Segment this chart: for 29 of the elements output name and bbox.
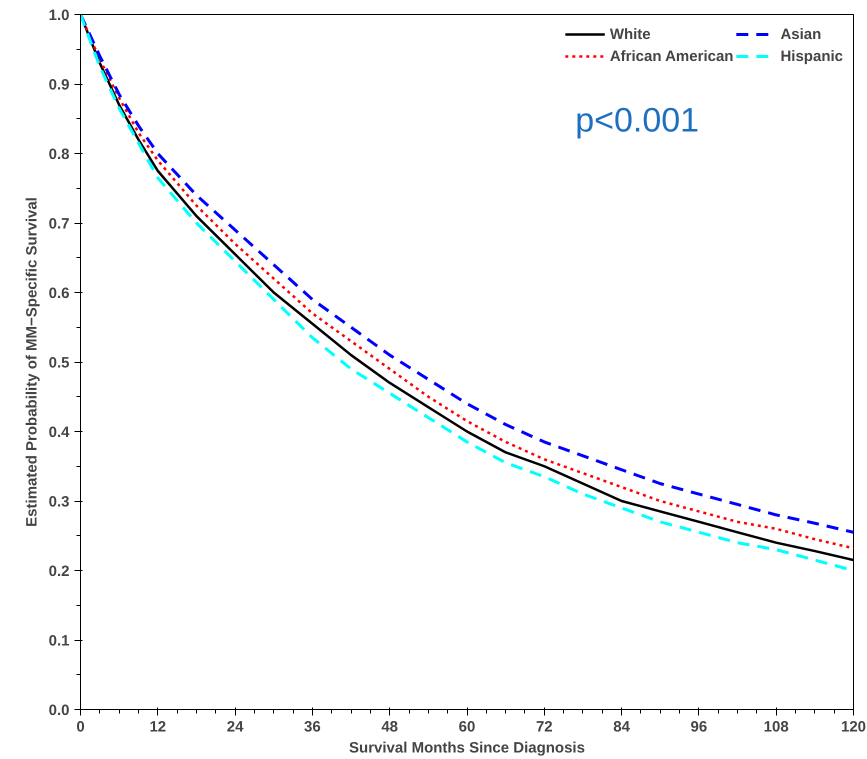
- x-tick-label: 120: [840, 718, 866, 736]
- y-tick-label: 0.9: [48, 76, 70, 94]
- legend-label: Hispanic: [780, 48, 843, 64]
- legend-label: African American: [610, 48, 734, 64]
- y-tick-label: 0.3: [48, 494, 70, 510]
- y-axis-title: Estimated Probability of MM−Specific Survival: [24, 197, 41, 527]
- legend-label: White: [610, 26, 651, 42]
- y-tick-label: 0.6: [48, 285, 70, 302]
- x-tick-label: 72: [536, 718, 553, 736]
- x-tick-label: 24: [226, 718, 244, 736]
- x-tick-label: 36: [304, 718, 321, 736]
- y-tick-label: 0.4: [48, 424, 70, 441]
- y-tick-label: 0.2: [48, 563, 70, 580]
- annotation: p<0.001: [575, 102, 700, 140]
- x-tick-label: 12: [149, 718, 166, 736]
- legend-label: Asian: [780, 26, 822, 42]
- x-axis-title: Survival Months Since Diagnosis: [349, 740, 585, 756]
- x-tick-label: 108: [764, 718, 789, 736]
- x-tick-label: 84: [613, 718, 631, 736]
- x-tick-label: 60: [458, 718, 476, 736]
- x-tick-label: 48: [381, 718, 398, 736]
- y-tick-label: 0.1: [48, 632, 70, 650]
- x-tick-label: 96: [690, 718, 708, 736]
- y-tick-label: 1.0: [48, 7, 70, 24]
- x-tick-label: 0: [76, 718, 85, 736]
- y-tick-label: 0.8: [48, 146, 70, 163]
- y-tick-label: 0.7: [48, 216, 70, 232]
- y-tick-label: 0.0: [48, 702, 70, 719]
- y-tick-label: 0.5: [48, 354, 70, 372]
